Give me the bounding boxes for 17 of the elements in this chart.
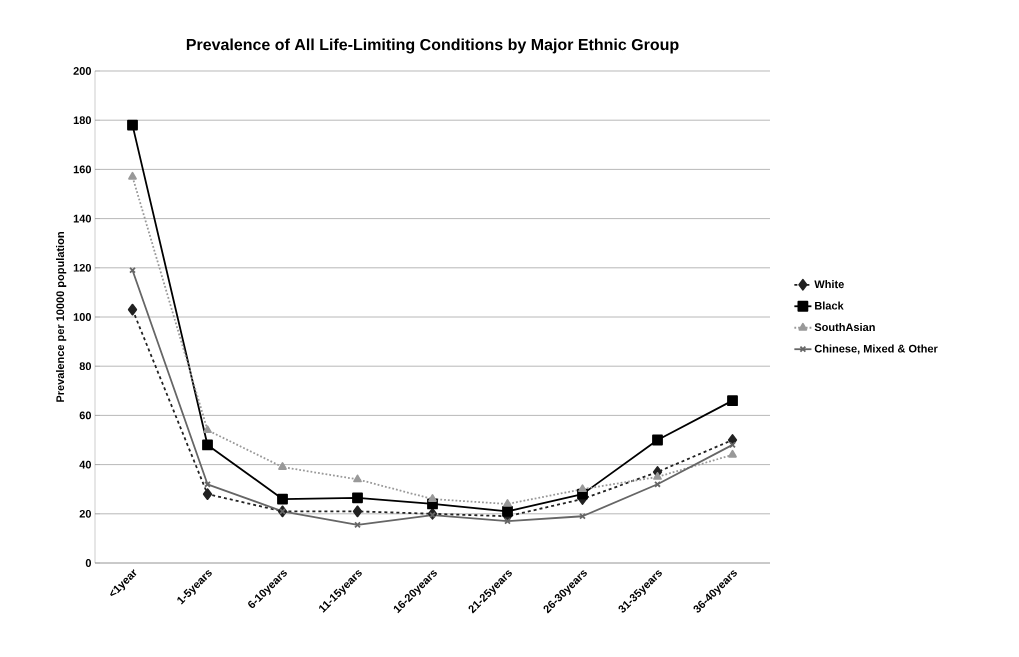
legend-label: SouthAsian: [814, 323, 875, 332]
y-axis-title: Prevalence per 10000 population: [56, 232, 67, 402]
y-tick-label: 200: [73, 67, 92, 75]
y-tick-label: 40: [79, 460, 92, 469]
y-tick-label: 0: [85, 559, 92, 567]
y-tick-label: 60: [79, 411, 92, 420]
y-tick-label: 100: [73, 313, 92, 321]
legend-label: Black: [815, 301, 844, 310]
chart-title: Prevalence of All Life-Limiting Conditions by Major Ethnic Group: [186, 38, 679, 54]
y-tick-label: 80: [79, 362, 92, 371]
y-tick-label: 180: [73, 116, 92, 125]
legend-label: White: [814, 280, 844, 289]
y-tick-label: 120: [73, 263, 92, 272]
y-tick-label: 160: [73, 165, 92, 174]
legend-label: Chinese, Mixed & Other: [814, 344, 938, 355]
y-tick-label: 20: [79, 509, 92, 518]
y-tick-label: 140: [73, 214, 92, 223]
